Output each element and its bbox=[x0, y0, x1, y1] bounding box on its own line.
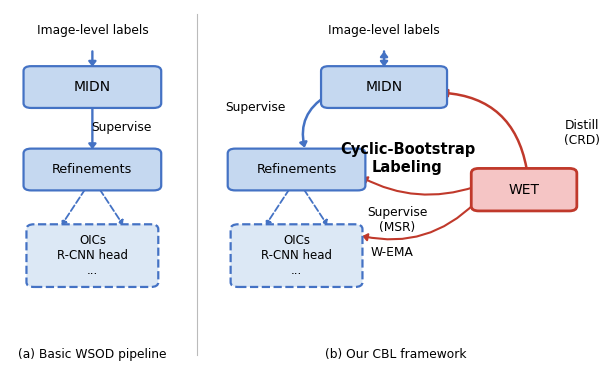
Text: WET: WET bbox=[508, 183, 539, 197]
Text: OICs
R-CNN head
...: OICs R-CNN head ... bbox=[57, 234, 128, 277]
Text: MIDN: MIDN bbox=[365, 80, 402, 94]
Text: Supervise: Supervise bbox=[92, 121, 152, 134]
Text: Image-level labels: Image-level labels bbox=[36, 24, 148, 37]
FancyBboxPatch shape bbox=[27, 224, 158, 287]
Text: (a) Basic WSOD pipeline: (a) Basic WSOD pipeline bbox=[18, 348, 167, 361]
Text: Distill
(CRD): Distill (CRD) bbox=[564, 119, 601, 147]
Text: Refinements: Refinements bbox=[256, 163, 337, 176]
FancyBboxPatch shape bbox=[231, 224, 362, 287]
Text: OICs
R-CNN head
...: OICs R-CNN head ... bbox=[261, 234, 332, 277]
Text: MIDN: MIDN bbox=[74, 80, 111, 94]
Text: Supervise: Supervise bbox=[225, 101, 286, 114]
FancyBboxPatch shape bbox=[24, 66, 161, 108]
FancyBboxPatch shape bbox=[228, 149, 365, 190]
Text: Refinements: Refinements bbox=[52, 163, 133, 176]
Text: Cyclic-Bootstrap
Labeling: Cyclic-Bootstrap Labeling bbox=[340, 142, 475, 175]
FancyBboxPatch shape bbox=[321, 66, 447, 108]
Text: (b) Our CBL framework: (b) Our CBL framework bbox=[325, 348, 467, 361]
FancyBboxPatch shape bbox=[471, 169, 577, 211]
Text: Image-level labels: Image-level labels bbox=[328, 24, 440, 37]
Text: Supervise
(MSR): Supervise (MSR) bbox=[367, 206, 428, 234]
FancyBboxPatch shape bbox=[24, 149, 161, 190]
Text: W-EMA: W-EMA bbox=[370, 246, 413, 259]
